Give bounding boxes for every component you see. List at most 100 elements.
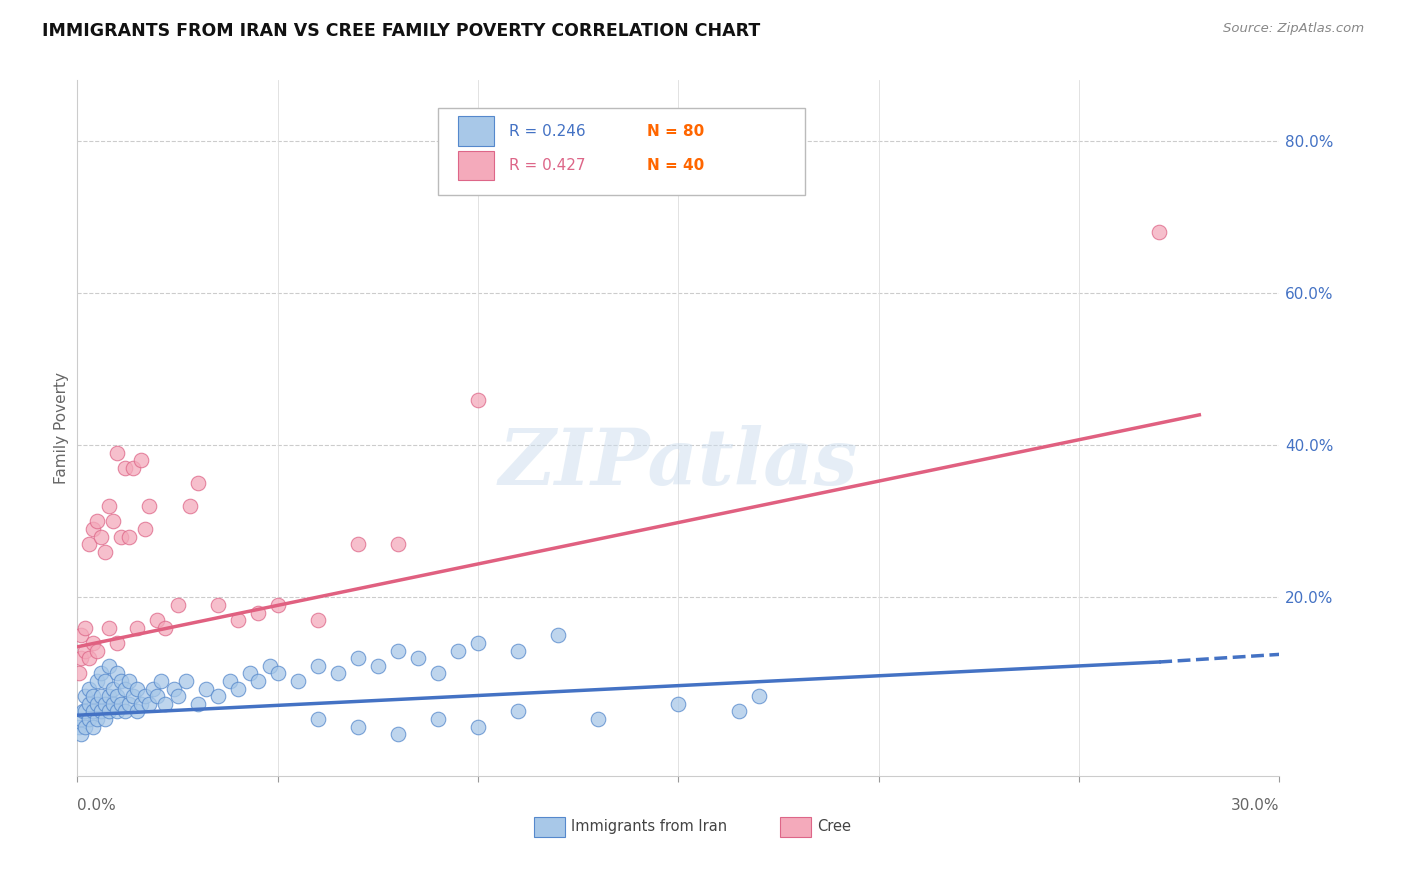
Point — [90, 689, 112, 703]
Point — [107, 666, 129, 681]
Point — [79, 712, 101, 726]
Point — [67, 720, 90, 734]
Point — [70, 628, 93, 642]
Point — [114, 461, 136, 475]
Point — [134, 522, 156, 536]
Point — [307, 712, 329, 726]
FancyBboxPatch shape — [458, 117, 495, 145]
Point — [447, 643, 470, 657]
Point — [110, 529, 132, 543]
Point — [79, 697, 101, 711]
Point — [82, 522, 104, 536]
Point — [387, 537, 409, 551]
Point — [118, 529, 141, 543]
Point — [207, 689, 229, 703]
Point — [187, 697, 209, 711]
Point — [267, 598, 290, 612]
Point — [347, 651, 370, 665]
Point — [67, 666, 90, 681]
Point — [107, 705, 129, 719]
Point — [110, 697, 132, 711]
Point — [246, 606, 269, 620]
Point — [427, 666, 450, 681]
Point — [207, 598, 229, 612]
Point — [79, 651, 101, 665]
Point — [98, 621, 121, 635]
Point — [98, 705, 121, 719]
Point — [326, 666, 349, 681]
Point — [70, 712, 93, 726]
Point — [347, 720, 370, 734]
Point — [259, 658, 281, 673]
Text: Immigrants from Iran: Immigrants from Iran — [571, 820, 727, 834]
Point — [179, 499, 201, 513]
Point — [1149, 225, 1171, 239]
Point — [94, 712, 117, 726]
Point — [406, 651, 429, 665]
Point — [166, 598, 188, 612]
Point — [122, 461, 145, 475]
Text: Source: ZipAtlas.com: Source: ZipAtlas.com — [1223, 22, 1364, 36]
Point — [110, 673, 132, 688]
Point — [162, 681, 184, 696]
Point — [166, 689, 188, 703]
Point — [267, 666, 290, 681]
Point — [86, 697, 108, 711]
Point — [174, 673, 197, 688]
FancyBboxPatch shape — [458, 152, 495, 180]
Text: R = 0.246: R = 0.246 — [509, 124, 585, 138]
Point — [103, 681, 125, 696]
Point — [103, 514, 125, 528]
Text: ZIPatlas: ZIPatlas — [499, 425, 858, 501]
Y-axis label: Family Poverty: Family Poverty — [53, 372, 69, 484]
Point — [131, 453, 153, 467]
Text: R = 0.427: R = 0.427 — [509, 159, 585, 173]
Point — [90, 666, 112, 681]
Point — [70, 727, 93, 741]
Point — [467, 720, 489, 734]
Text: Cree: Cree — [817, 820, 851, 834]
Point — [75, 720, 97, 734]
Point — [146, 613, 169, 627]
Point — [86, 643, 108, 657]
Text: 30.0%: 30.0% — [1232, 798, 1279, 814]
Point — [748, 689, 770, 703]
Point — [98, 499, 121, 513]
Point — [94, 673, 117, 688]
Point — [588, 712, 610, 726]
Point — [138, 697, 160, 711]
Point — [508, 643, 530, 657]
Text: IMMIGRANTS FROM IRAN VS CREE FAMILY POVERTY CORRELATION CHART: IMMIGRANTS FROM IRAN VS CREE FAMILY POVE… — [42, 22, 761, 40]
Point — [127, 705, 149, 719]
Point — [287, 673, 309, 688]
Point — [194, 681, 217, 696]
Point — [727, 705, 749, 719]
Point — [668, 697, 690, 711]
Point — [114, 681, 136, 696]
Point — [107, 689, 129, 703]
Point — [547, 628, 569, 642]
Point — [218, 673, 240, 688]
Point — [94, 545, 117, 559]
Point — [146, 689, 169, 703]
Text: N = 80: N = 80 — [647, 124, 704, 138]
Point — [82, 689, 104, 703]
Point — [239, 666, 262, 681]
Point — [103, 697, 125, 711]
Point — [98, 658, 121, 673]
Point — [142, 681, 165, 696]
Point — [82, 720, 104, 734]
Point — [427, 712, 450, 726]
Point — [367, 658, 389, 673]
Point — [307, 613, 329, 627]
Point — [155, 621, 177, 635]
Point — [387, 643, 409, 657]
FancyBboxPatch shape — [439, 108, 804, 195]
Point — [246, 673, 269, 688]
Point — [131, 697, 153, 711]
Point — [82, 636, 104, 650]
Point — [127, 621, 149, 635]
Point — [82, 705, 104, 719]
Point — [114, 705, 136, 719]
Point — [107, 446, 129, 460]
